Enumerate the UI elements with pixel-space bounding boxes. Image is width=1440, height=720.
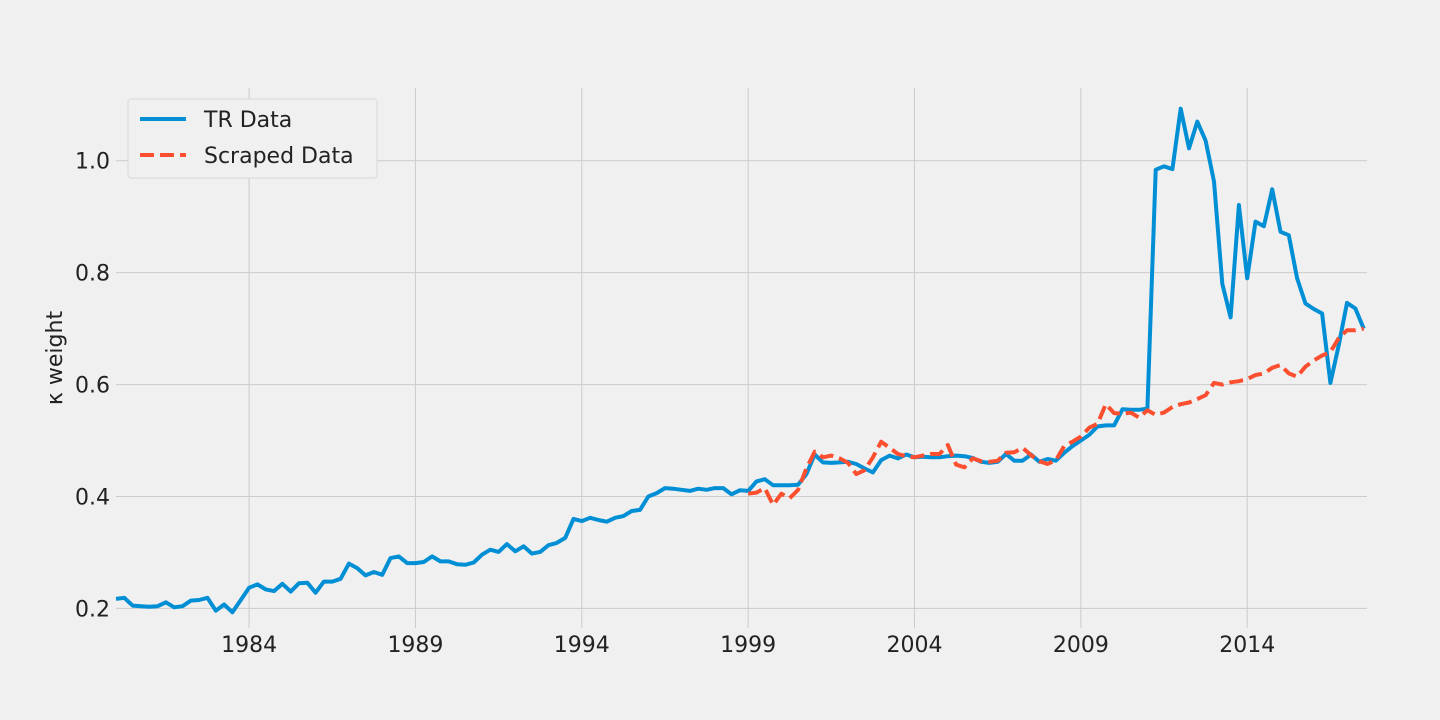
- legend-label-scraped-data: Scraped Data: [204, 144, 354, 169]
- x-axis: 1984 1989 1994 1999 2004 2009 2014: [221, 633, 1275, 658]
- x-tick-label: 1994: [554, 633, 610, 658]
- x-tick-label: 2009: [1053, 633, 1109, 658]
- series-line-scraped-data: [747, 326, 1365, 507]
- y-tick-label: 0.8: [75, 262, 110, 287]
- y-tick-label: 1.0: [75, 150, 110, 175]
- legend[interactable]: TR Data Scraped Data: [127, 98, 378, 179]
- x-tick-label: 2014: [1219, 633, 1275, 658]
- x-tick-label: 1984: [221, 633, 277, 658]
- y-axis-label: κ weight: [43, 311, 68, 406]
- legend-box: [127, 98, 378, 179]
- x-tick-label: 1989: [387, 633, 443, 658]
- y-tick-label: 0.2: [75, 597, 110, 622]
- y-tick-label: 0.6: [75, 374, 110, 399]
- y-axis: 0.2 0.4 0.6 0.8 1.0: [75, 150, 110, 623]
- x-tick-label: 2004: [887, 633, 943, 658]
- series-line-tr-data: [115, 106, 1366, 615]
- series-layer: [115, 106, 1366, 615]
- x-tick-label: 1999: [720, 633, 776, 658]
- y-tick-label: 0.4: [75, 485, 110, 510]
- legend-label-tr-data: TR Data: [203, 108, 292, 133]
